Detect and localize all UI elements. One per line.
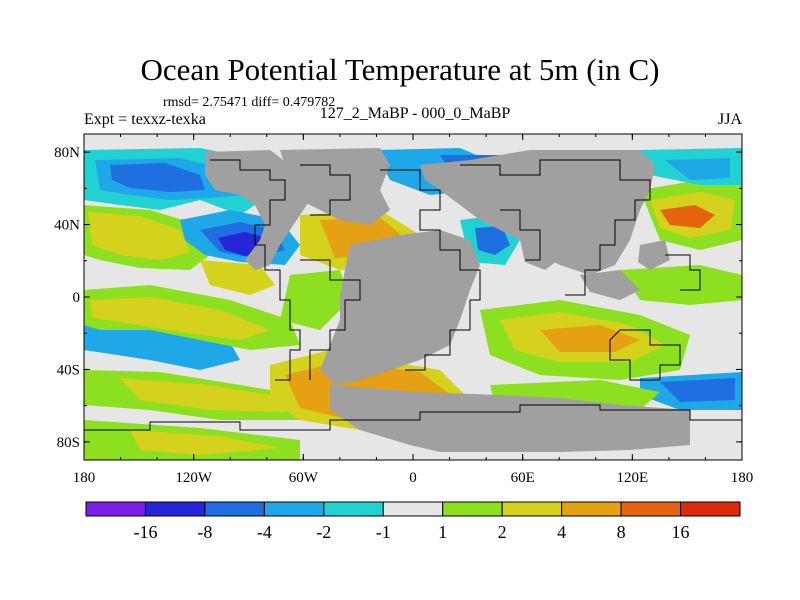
coastline bbox=[609, 329, 681, 381]
chart-title: Ocean Potential Temperature at 5m (in C) bbox=[140, 52, 660, 87]
land-mass bbox=[330, 385, 690, 452]
land-mass bbox=[280, 148, 390, 225]
land-mass bbox=[420, 150, 655, 275]
x-tick-label: 60W bbox=[289, 470, 319, 486]
colorbar-swatch bbox=[680, 501, 741, 517]
colorbar-swatch bbox=[442, 501, 503, 517]
colorbar: -16 -8 -4 -2 -1 1 2 4 8 16 bbox=[85, 501, 741, 542]
x-axis: 180 120W 60W 0 60E 120E 180 bbox=[73, 134, 754, 486]
x-tick-label: 120E bbox=[616, 470, 648, 486]
anomaly-blob bbox=[660, 378, 735, 402]
y-axis: 80N 40N 0 40S 80S bbox=[54, 145, 742, 451]
anomaly-blob bbox=[130, 430, 280, 455]
present-day-coastlines bbox=[84, 159, 742, 431]
colorbar-swatch bbox=[144, 501, 206, 517]
coastline bbox=[460, 159, 651, 296]
anomaly-blob bbox=[540, 325, 640, 352]
land-mass bbox=[520, 238, 565, 270]
coastline bbox=[380, 169, 481, 371]
y-tick-label: 80N bbox=[54, 145, 80, 161]
colorbar-label: -16 bbox=[133, 522, 157, 542]
land-mass bbox=[320, 230, 480, 385]
anomaly-blob bbox=[475, 226, 510, 255]
coastline bbox=[500, 209, 541, 261]
colorbar-label: 8 bbox=[617, 522, 626, 542]
anomaly-blob bbox=[110, 163, 205, 192]
anomaly-blob bbox=[665, 158, 730, 180]
x-tick-label: 120W bbox=[175, 470, 213, 486]
colorbar-label: -1 bbox=[376, 522, 391, 542]
x-tick-label: 180 bbox=[731, 470, 754, 486]
colorbar-swatch bbox=[561, 501, 622, 517]
y-tick-label: 0 bbox=[73, 290, 81, 306]
colorbar-swatch bbox=[85, 501, 146, 517]
anomaly-blob bbox=[660, 205, 715, 228]
colorbar-swatch bbox=[263, 501, 325, 517]
coastline bbox=[300, 164, 351, 216]
x-tick-label: 60E bbox=[511, 470, 535, 486]
land-mask bbox=[205, 148, 690, 452]
experiment-label: Expt = texxz-texka bbox=[84, 111, 206, 128]
colorbar-label: -8 bbox=[197, 522, 212, 542]
colorbar-label: 16 bbox=[672, 522, 690, 542]
coastline bbox=[84, 404, 742, 431]
coastline bbox=[665, 254, 701, 291]
colorbar-swatch bbox=[620, 501, 682, 517]
chart-subtitle: 127_2_MaBP - 000_0_MaBP bbox=[319, 105, 511, 122]
anomaly-blob bbox=[120, 378, 290, 412]
y-tick-label: 40S bbox=[57, 362, 80, 378]
anomaly-blob bbox=[90, 297, 270, 340]
coastline bbox=[210, 159, 301, 381]
colorbar-label: 4 bbox=[557, 522, 566, 542]
colorbar-label: 1 bbox=[438, 522, 447, 542]
coastline bbox=[300, 259, 361, 380]
x-tick-label: 0 bbox=[409, 470, 417, 486]
map-area bbox=[84, 134, 742, 460]
colorbar-label: 2 bbox=[498, 522, 507, 542]
y-tick-label: 40N bbox=[54, 218, 80, 234]
colorbar-swatch bbox=[323, 501, 384, 517]
x-tick-label: 180 bbox=[73, 470, 96, 486]
colorbar-swatch bbox=[382, 501, 444, 517]
colorbar-label: -4 bbox=[257, 522, 272, 542]
season-label: JJA bbox=[717, 111, 742, 128]
land-mass bbox=[638, 240, 670, 270]
land-mass bbox=[580, 270, 640, 300]
stats-line: rmsd= 2.75471 diff= 0.479782 bbox=[163, 95, 336, 110]
colorbar-swatch bbox=[501, 501, 563, 517]
colorbar-swatch bbox=[204, 501, 265, 517]
anomaly-blob bbox=[88, 212, 190, 260]
colorbar-label: -2 bbox=[316, 522, 331, 542]
anomaly-blob bbox=[280, 270, 350, 330]
y-tick-label: 80S bbox=[57, 435, 80, 451]
anomaly-blob bbox=[620, 265, 742, 305]
land-mass bbox=[258, 172, 280, 200]
